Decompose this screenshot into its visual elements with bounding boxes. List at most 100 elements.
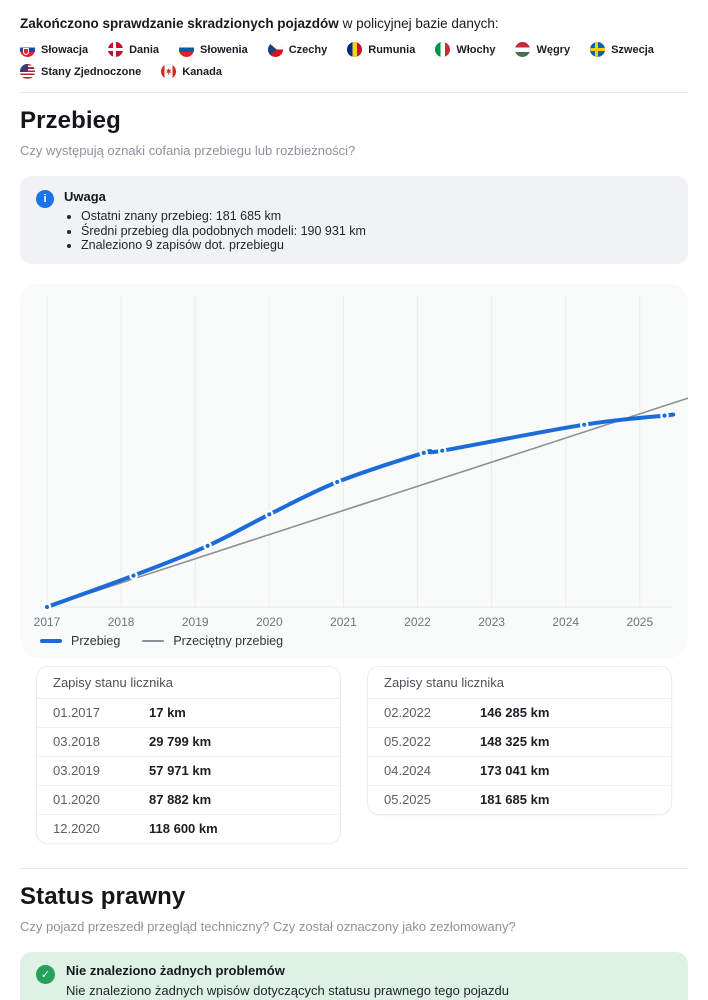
country-flag-icon: [590, 42, 606, 57]
mileage-chart-card: 2017 2018 2019 2020 2021 2022 2023 2024 2025 Prz…: [20, 283, 688, 658]
table-row: 04.2024 173 041 km: [368, 757, 671, 786]
country-flag-icon: [435, 42, 451, 57]
odometer-date: 04.2024: [384, 763, 431, 779]
notice-bullet: Ostatni znany przebieg: 181 685 km: [81, 209, 366, 224]
country-flags-row: Słowacja Dania Słowenia Czechy Rumunia: [20, 42, 688, 79]
odometer-value: 118 600 km: [149, 821, 218, 837]
odometer-date: 02.2022: [384, 705, 431, 721]
mileage-section-subtitle: Czy występują oznaki cofania przebiegu l…: [20, 143, 356, 158]
country-flag-icon: [20, 42, 35, 57]
stolen-check-heading-rest: w policyjnej bazie danych:: [338, 16, 499, 31]
odometer-value: 181 685 km: [480, 792, 550, 808]
country-flag-icon: [347, 42, 363, 57]
odometer-date: 03.2019: [53, 763, 100, 779]
svg-text:2019: 2019: [182, 615, 209, 629]
odometer-value: 146 285 km: [480, 705, 550, 721]
success-text: Nie znaleziono żadnych wpisów dotyczącyc…: [66, 982, 509, 998]
legend-label-average: Przeciętny przebieg: [173, 633, 284, 648]
odometer-value: 148 325 km: [480, 734, 550, 750]
country-flag-item: Słowenia: [179, 42, 248, 57]
mileage-chart-svg: 2017 2018 2019 2020 2021 2022 2023 2024 2025: [34, 295, 688, 629]
table-row: 12.2020 118 600 km: [37, 815, 340, 843]
series-line: [46, 397, 688, 608]
section-divider: [20, 867, 688, 869]
country-name: Słowacja: [41, 43, 89, 56]
country-flag-icon: [179, 42, 195, 57]
notice-title: Uwaga: [64, 189, 106, 204]
section-divider: [20, 92, 688, 93]
chart-gridlines: [40, 295, 672, 608]
svg-text:2025: 2025: [626, 615, 653, 629]
svg-text:2024: 2024: [552, 615, 579, 629]
country-name: Czechy: [288, 43, 328, 56]
svg-text:2021: 2021: [330, 615, 357, 629]
odometer-date: 03.2018: [53, 734, 100, 750]
country-flag-item: Szwecja: [590, 42, 654, 57]
info-icon: i: [36, 190, 54, 208]
odometer-date: 01.2017: [53, 705, 100, 721]
table-row: 05.2025 181 685 km: [368, 786, 671, 814]
success-title: Nie znaleziono żadnych problemów: [66, 962, 285, 978]
odometer-table-right-title: Zapisy stanu licznika: [368, 667, 671, 699]
notice-bullet: Średni przebieg dla podobnych modeli: 19…: [81, 224, 366, 239]
chart-legend: Przebieg Przeciętny przebieg: [40, 634, 688, 648]
country-name: Włochy: [456, 43, 496, 56]
country-name: Słowenia: [200, 43, 248, 56]
chart-x-ticks: 2017 2018 2019 2020 2021 2022 2023 2024 2025: [34, 615, 654, 629]
odometer-value: 87 882 km: [149, 792, 212, 808]
country-flag-icon: [267, 42, 283, 57]
mileage-section-title: Przebieg: [20, 107, 121, 134]
country-flag-item: Kanada: [161, 64, 222, 79]
notice-bullet-list: Ostatni znany przebieg: 181 685 km Średn…: [64, 209, 366, 253]
odometer-date: 12.2020: [53, 821, 100, 837]
table-row: 01.2020 87 882 km: [37, 786, 340, 815]
country-flag-item: Stany Zjednoczone: [20, 64, 141, 79]
svg-text:2018: 2018: [108, 615, 135, 629]
country-flag-item: Słowacja: [20, 42, 88, 57]
legend-line-gray-icon: [142, 639, 165, 642]
country-name: Kanada: [182, 65, 222, 78]
series-markers: [42, 411, 669, 612]
series-line: [45, 412, 676, 609]
notice-content: Uwaga Ostatni znany przebieg: 181 685 km…: [64, 189, 366, 253]
odometer-table-left: Zapisy stanu licznika 01.2017 17 km 03.2…: [36, 665, 341, 844]
table-row: 02.2022 146 285 km: [368, 699, 671, 728]
table-row: 05.2022 148 325 km: [368, 728, 671, 757]
country-name: Dania: [129, 43, 160, 56]
table-row: 03.2019 57 971 km: [37, 757, 340, 786]
country-flag-item: Włochy: [435, 42, 495, 57]
country-flag-icon: [108, 42, 124, 57]
odometer-table-right-rows: 02.2022 146 285 km 05.2022 148 325 km 04…: [368, 699, 671, 814]
country-name: Szwecja: [611, 43, 654, 56]
notice-bullet: Znaleziono 9 zapisów dot. przebiegu: [81, 238, 366, 253]
legend-item-average: Przeciętny przebieg: [142, 634, 283, 648]
country-flag-item: Dania: [108, 42, 159, 57]
table-row: 01.2017 17 km: [37, 699, 340, 728]
country-flag-icon: [20, 64, 35, 79]
country-flag-icon: [515, 42, 531, 57]
odometer-table-left-rows: 01.2017 17 km 03.2018 29 799 km 03.2019 …: [37, 699, 340, 843]
legend-label-mileage: Przebieg: [71, 633, 121, 648]
legal-section-subtitle: Czy pojazd przeszedł przegląd techniczny…: [20, 918, 516, 934]
country-flag-item: Rumunia: [347, 42, 415, 57]
legend-line-blue-icon: [40, 638, 62, 643]
mileage-notice-box: i Uwaga Ostatni znany przebieg: 181 685 …: [20, 176, 688, 264]
success-content: Nie znaleziono żadnych problemów Nie zna…: [66, 963, 509, 998]
svg-text:2017: 2017: [34, 615, 61, 629]
odometer-date: 05.2025: [384, 792, 431, 808]
country-name: Rumunia: [368, 43, 416, 56]
legal-section-title: Status prawny: [20, 882, 186, 910]
stolen-check-heading: Zakończono sprawdzanie skradzionych poja…: [20, 16, 688, 31]
country-flag-icon: [161, 64, 177, 79]
country-name: Węgry: [536, 43, 571, 56]
odometer-tables: Zapisy stanu licznika 01.2017 17 km 03.2…: [20, 665, 688, 844]
odometer-table-right: Zapisy stanu licznika 02.2022 146 285 km…: [367, 665, 672, 815]
legal-success-box: ✓ Nie znaleziono żadnych problemów Nie z…: [20, 951, 688, 1000]
odometer-table-left-title: Zapisy stanu licznika: [37, 667, 340, 699]
odometer-value: 29 799 km: [149, 734, 212, 750]
svg-text:2023: 2023: [478, 615, 505, 629]
legend-item-mileage: Przebieg: [40, 634, 120, 648]
country-flag-item: Czechy: [267, 42, 328, 57]
odometer-date: 05.2022: [384, 734, 431, 750]
